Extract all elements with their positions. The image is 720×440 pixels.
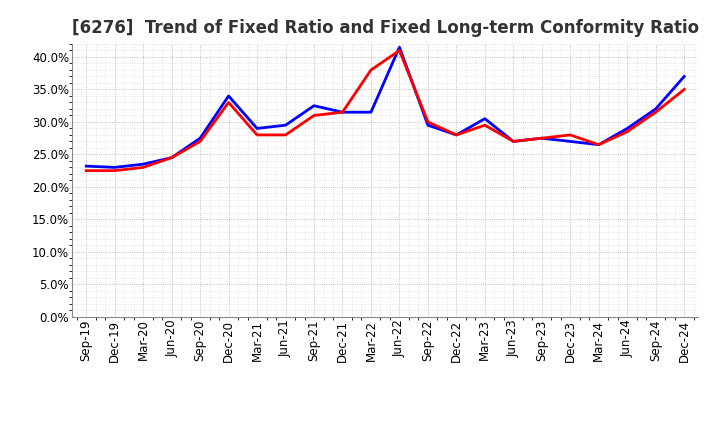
Fixed Long-term Conformity Ratio: [423, 119, 432, 125]
Fixed Ratio: [366, 110, 375, 115]
Fixed Ratio: [680, 74, 688, 79]
Fixed Long-term Conformity Ratio: [595, 142, 603, 147]
Fixed Long-term Conformity Ratio: [366, 67, 375, 73]
Fixed Long-term Conformity Ratio: [623, 129, 631, 134]
Fixed Ratio: [110, 165, 119, 170]
Fixed Long-term Conformity Ratio: [82, 168, 91, 173]
Fixed Ratio: [196, 136, 204, 141]
Fixed Ratio: [652, 106, 660, 112]
Fixed Ratio: [253, 126, 261, 131]
Line: Fixed Ratio: Fixed Ratio: [86, 47, 684, 167]
Fixed Ratio: [225, 93, 233, 99]
Line: Fixed Long-term Conformity Ratio: Fixed Long-term Conformity Ratio: [86, 51, 684, 171]
Fixed Long-term Conformity Ratio: [167, 155, 176, 160]
Fixed Long-term Conformity Ratio: [652, 110, 660, 115]
Fixed Ratio: [310, 103, 318, 108]
Fixed Ratio: [509, 139, 518, 144]
Fixed Ratio: [595, 142, 603, 147]
Fixed Ratio: [452, 132, 461, 138]
Fixed Ratio: [395, 44, 404, 50]
Fixed Long-term Conformity Ratio: [537, 136, 546, 141]
Fixed Long-term Conformity Ratio: [310, 113, 318, 118]
Fixed Long-term Conformity Ratio: [338, 110, 347, 115]
Fixed Long-term Conformity Ratio: [480, 123, 489, 128]
Fixed Long-term Conformity Ratio: [110, 168, 119, 173]
Fixed Long-term Conformity Ratio: [253, 132, 261, 138]
Fixed Ratio: [623, 126, 631, 131]
Fixed Ratio: [480, 116, 489, 121]
Fixed Long-term Conformity Ratio: [196, 139, 204, 144]
Legend: Fixed Ratio, Fixed Long-term Conformity Ratio: Fixed Ratio, Fixed Long-term Conformity …: [179, 438, 592, 440]
Fixed Ratio: [537, 136, 546, 141]
Fixed Long-term Conformity Ratio: [566, 132, 575, 138]
Fixed Ratio: [566, 139, 575, 144]
Fixed Ratio: [139, 161, 148, 167]
Fixed Long-term Conformity Ratio: [395, 48, 404, 53]
Fixed Long-term Conformity Ratio: [680, 87, 688, 92]
Fixed Ratio: [282, 123, 290, 128]
Fixed Long-term Conformity Ratio: [282, 132, 290, 138]
Title: [6276]  Trend of Fixed Ratio and Fixed Long-term Conformity Ratio: [6276] Trend of Fixed Ratio and Fixed Lo…: [71, 19, 699, 37]
Fixed Long-term Conformity Ratio: [452, 132, 461, 138]
Fixed Ratio: [82, 164, 91, 169]
Fixed Ratio: [167, 155, 176, 160]
Fixed Ratio: [423, 123, 432, 128]
Fixed Long-term Conformity Ratio: [509, 139, 518, 144]
Fixed Long-term Conformity Ratio: [225, 100, 233, 105]
Fixed Long-term Conformity Ratio: [139, 165, 148, 170]
Fixed Ratio: [338, 110, 347, 115]
